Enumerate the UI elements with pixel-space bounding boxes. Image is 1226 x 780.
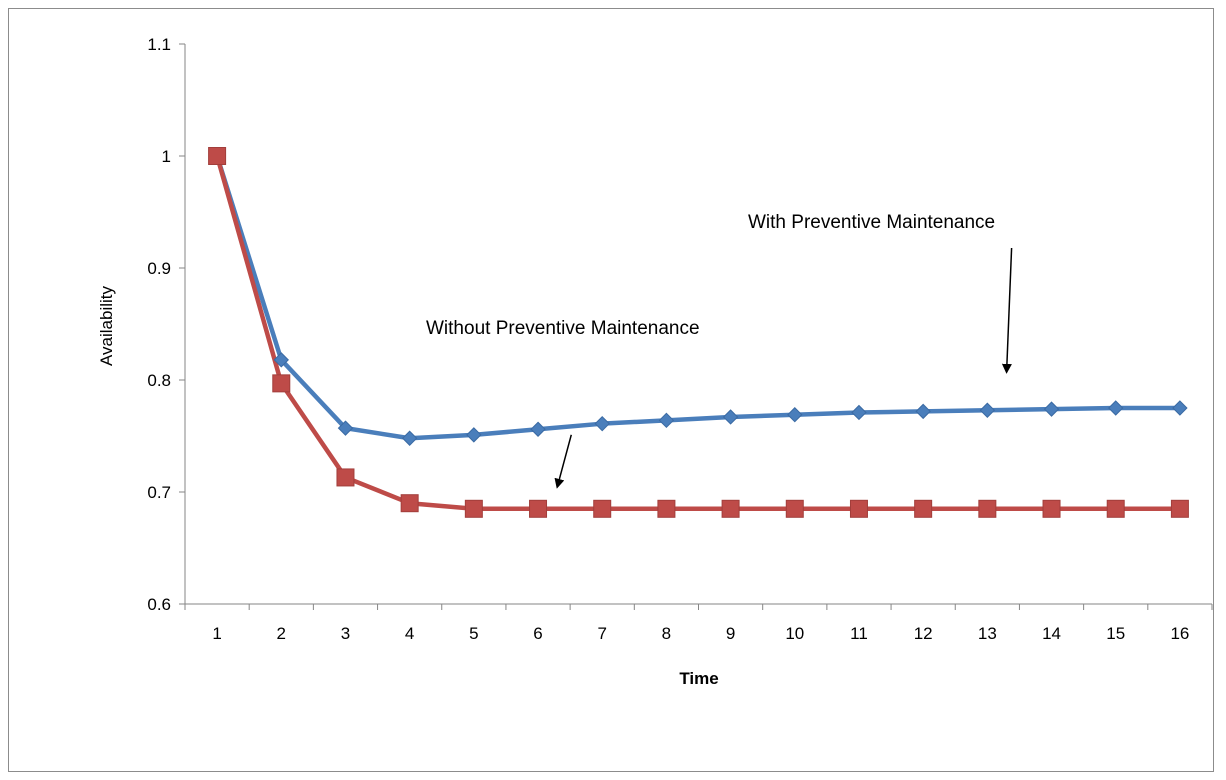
- data-point-with_pm: [658, 412, 675, 429]
- data-point-with_pm: [851, 404, 867, 421]
- x-tick-label: 14: [1042, 624, 1061, 643]
- x-tick-label: 1: [212, 624, 221, 643]
- data-point-with_pm: [337, 420, 354, 436]
- data-point-without_pm: [785, 499, 804, 518]
- x-tick-label: 10: [785, 624, 804, 643]
- y-tick-label: 0.7: [147, 483, 171, 502]
- x-tick-label: 3: [341, 624, 350, 643]
- data-point-with_pm: [1172, 400, 1188, 416]
- annotation-layer: With Preventive Maintenance Without Prev…: [426, 212, 1013, 489]
- annotation-arrow-without_label: [554, 434, 573, 489]
- data-point-with_pm: [1043, 401, 1060, 417]
- x-tick-label: 9: [726, 624, 735, 643]
- data-point-without_pm: [336, 468, 355, 487]
- data-point-without_pm: [1106, 499, 1125, 518]
- data-point-with_pm: [722, 409, 739, 425]
- y-tick-label: 0.9: [147, 259, 171, 278]
- data-point-without_pm: [1042, 499, 1061, 518]
- y-tick-label: 1: [162, 147, 171, 166]
- x-tick-label: 5: [469, 624, 478, 643]
- series-line-without_pm: [214, 155, 1180, 512]
- x-axis-title: Time: [679, 669, 718, 688]
- chart-frame: [8, 8, 1214, 772]
- data-point-with_pm: [401, 430, 418, 446]
- data-point-without_pm: [400, 494, 419, 513]
- y-tick-label: 0.6: [147, 595, 171, 614]
- data-point-without_pm: [1170, 499, 1189, 518]
- series-layer: [208, 147, 1189, 518]
- data-point-with_pm: [273, 352, 289, 368]
- data-point-with_pm: [1108, 400, 1124, 416]
- x-tick-label: 8: [662, 624, 671, 643]
- data-point-without_pm: [593, 499, 612, 518]
- data-point-without_pm: [978, 499, 997, 518]
- data-point-without_pm: [464, 499, 483, 518]
- y-tick-label: 0.8: [147, 371, 171, 390]
- data-point-without_pm: [849, 499, 868, 518]
- data-point-without_pm: [657, 499, 676, 518]
- y-axis-title: Availability: [97, 286, 116, 367]
- data-point-without_pm: [914, 499, 933, 518]
- x-tick-label: 16: [1170, 624, 1189, 643]
- data-point-with_pm: [787, 407, 803, 423]
- annotation-with-preventive-maintenance: With Preventive Maintenance: [748, 212, 995, 233]
- data-point-without_pm: [272, 374, 291, 393]
- x-tick-label: 6: [533, 624, 542, 643]
- data-point-with_pm: [915, 403, 931, 420]
- y-tick-label: 1.1: [147, 35, 171, 54]
- data-point-with_pm: [466, 427, 482, 443]
- x-tick-label: 7: [597, 624, 606, 643]
- x-tick-label: 2: [277, 624, 286, 643]
- x-tick-label: 12: [914, 624, 933, 643]
- data-point-with_pm: [530, 421, 546, 437]
- x-tick-label: 15: [1106, 624, 1125, 643]
- annotation-without-preventive-maintenance: Without Preventive Maintenance: [426, 318, 700, 339]
- data-point-without_pm: [529, 499, 548, 518]
- annotation-arrow-with_label: [1001, 247, 1013, 374]
- x-tick-label: 13: [978, 624, 997, 643]
- data-point-without_pm: [721, 499, 740, 518]
- axes: 0.60.70.80.911.11 2 3 4 5 6 7 8 9 10 11 12 13 14 15 16: [147, 35, 1213, 643]
- data-point-without_pm: [208, 147, 227, 165]
- data-point-with_pm: [594, 415, 610, 432]
- x-tick-label: 4: [405, 624, 414, 643]
- series-line-with_pm: [214, 155, 1180, 441]
- x-tick-label: 11: [850, 624, 868, 643]
- data-point-with_pm: [979, 402, 996, 418]
